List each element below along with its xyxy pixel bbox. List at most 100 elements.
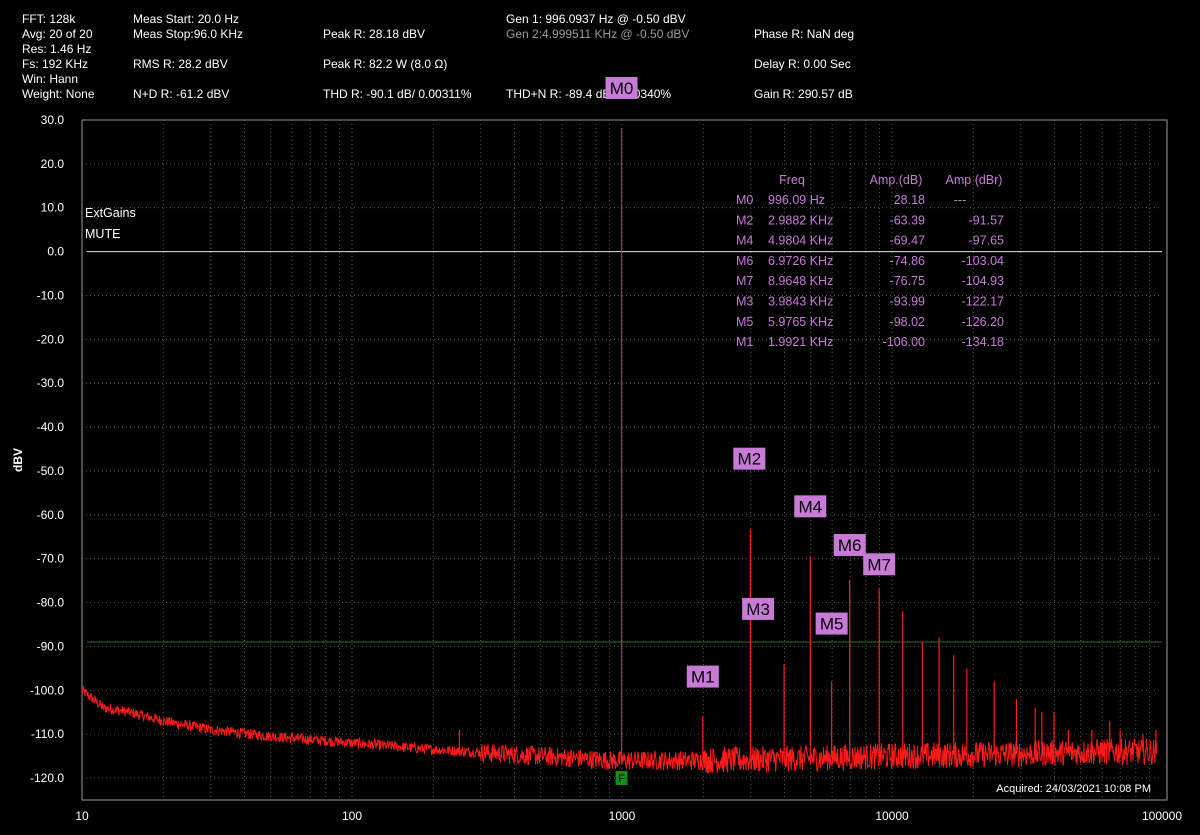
marker-table-amp-db: -76.75: [890, 274, 925, 288]
y-tick-label: -90.0: [37, 639, 65, 653]
marker-table-freq: 4.9804 KHz: [768, 234, 833, 248]
resolution: Res: 1.46 Hz: [22, 42, 92, 56]
ext-gains-label: ExtGains: [85, 206, 136, 220]
gain-readout: Gain R: 290.57 dB: [754, 87, 853, 101]
marker-table-name: M3: [736, 295, 753, 309]
marker-table-freq: 5.9765 KHz: [768, 315, 833, 329]
marker-table-name: M1: [736, 335, 753, 349]
marker-m0[interactable]: M0: [605, 77, 638, 99]
marker-box: [733, 447, 766, 470]
fft-size: FFT: 128k: [22, 12, 76, 26]
delay-readout: Delay R: 0.00 Sec: [754, 57, 851, 71]
marker-m1[interactable]: M1: [686, 665, 719, 688]
y-tick-label: 0.0: [47, 245, 64, 259]
marker-name: M4: [798, 497, 822, 516]
x-tick-label: 100000: [1142, 809, 1182, 823]
y-tick-label: -50.0: [37, 464, 65, 478]
peak-watts-readout: Peak R: 82.2 W (8.0 Ω): [323, 57, 448, 71]
y-tick-label: -60.0: [37, 508, 65, 522]
y-tick-label: 20.0: [41, 157, 65, 171]
y-tick-label: -10.0: [37, 288, 65, 302]
y-axis-label: dBV: [11, 448, 25, 472]
y-tick-label: 10.0: [41, 201, 65, 215]
marker-table-amp-dbr: -104.93: [962, 274, 1004, 288]
y-tick-label: -30.0: [37, 376, 65, 390]
y-tick-label: -80.0: [37, 596, 65, 610]
y-tick-labels: 30.0 20.0 10.0 0.0 -10.0 -20.0 -30.0 -40.0 -50.0…: [30, 113, 64, 785]
marker-table-name: M7: [736, 274, 753, 288]
marker-table-freq: 996.09 Hz: [768, 193, 825, 207]
noise-floor: [81, 686, 1158, 774]
avg-count: Avg: 20 of 20: [22, 27, 93, 41]
y-tick-label: 30.0: [41, 113, 65, 127]
marker-box: [742, 597, 775, 620]
peak-dbv-readout: Peak R: 28.18 dBV: [323, 27, 426, 41]
marker-table-amp-db: -63.39: [890, 213, 925, 227]
y-tick-label: -70.0: [37, 552, 65, 566]
meas-stop: Meas Stop:96.0 KHz: [133, 27, 244, 41]
marker-table-name: M4: [736, 234, 753, 248]
marker-m2[interactable]: M2: [733, 447, 766, 470]
generator-2: Gen 2:4.999511 KHz @ -0.50 dBV: [506, 27, 690, 41]
marker-name: M0: [610, 79, 634, 98]
marker-labels[interactable]: M0 M2 M4 M6 M7 M3 M5 M1: [605, 77, 896, 688]
x-tick-labels: 10 100 1000 10000 100000: [75, 809, 1182, 823]
marker-table-name: M0: [736, 193, 753, 207]
marker-table-amp-dbr: -97.65: [969, 234, 1004, 248]
marker-table-amp-db: -106.00: [883, 335, 925, 349]
marker-table-amp-dbr: -91.57: [969, 213, 1004, 227]
marker-name: M1: [691, 668, 715, 687]
rms-readout: RMS R: 28.2 dBV: [133, 57, 228, 71]
marker-table-amp-db: -69.47: [890, 234, 925, 248]
marker-table-amp-dbr: -122.17: [962, 295, 1004, 309]
marker-table-freq: 1.9921 KHz: [768, 335, 833, 349]
marker-m4[interactable]: M4: [794, 495, 827, 518]
marker-table-freq: 8.9648 KHz: [768, 274, 833, 288]
marker-table-name: M2: [736, 213, 753, 227]
acquired-timestamp: Acquired: 24/03/2021 10:08 PM: [996, 783, 1151, 795]
marker-box: [794, 495, 827, 518]
y-tick-label: -20.0: [37, 332, 65, 346]
marker-box: [815, 612, 848, 635]
marker-m6[interactable]: M6: [833, 533, 866, 556]
x-tick-label: 1000: [609, 809, 636, 823]
marker-m3[interactable]: M3: [742, 597, 775, 620]
marker-table-header: Amp (dBr): [946, 173, 1003, 187]
svg-text:F: F: [618, 773, 625, 785]
sample-rate: Fs: 192 KHz: [22, 57, 89, 71]
marker-table-amp-db: 28.18: [894, 193, 925, 207]
marker-table-amp-db: -93.99: [890, 295, 925, 309]
x-tick-label: 10000: [875, 809, 909, 823]
marker-table: Freq Amp.(dB) Amp (dBr) M0 996.09 Hz 28.18 ---…: [736, 173, 1004, 349]
marker-box: [605, 77, 638, 99]
y-tick-label: -110.0: [31, 727, 64, 741]
weighting: Weight: None: [22, 87, 95, 101]
marker-table-header: Freq: [779, 173, 805, 187]
marker-table-amp-dbr: -126.20: [962, 315, 1004, 329]
thd-readout: THD R: -90.1 dB/ 0.00311%: [323, 87, 472, 101]
noise-distortion-readout: N+D R: -61.2 dBV: [133, 87, 230, 101]
spectrum-trace: [81, 127, 1158, 774]
marker-table-amp-dbr: -103.04: [962, 254, 1004, 268]
marker-table-header: Amp.(dB): [870, 173, 923, 187]
marker-name: M5: [820, 615, 844, 634]
marker-table-amp-dbr: ---: [954, 193, 967, 207]
phase-readout: Phase R: NaN deg: [754, 27, 855, 41]
marker-table-freq: 2.9882 KHz: [768, 213, 833, 227]
marker-m7[interactable]: M7: [863, 553, 896, 576]
marker-table-name: M6: [736, 254, 753, 268]
marker-name: M3: [746, 600, 770, 619]
meas-start: Meas Start: 20.0 Hz: [133, 12, 240, 26]
x-tick-label: 10: [75, 809, 89, 823]
marker-table-amp-db: -98.02: [890, 315, 925, 329]
x-tick-label: 100: [342, 809, 362, 823]
marker-box: [833, 533, 866, 556]
plot-frame: [81, 119, 1168, 801]
window-type: Win: Hann: [22, 72, 79, 86]
marker-table-freq: 3.9843 KHz: [768, 295, 833, 309]
y-tick-label: -100.0: [30, 683, 64, 697]
marker-m5[interactable]: M5: [815, 612, 848, 635]
marker-table-amp-dbr: -134.18: [962, 335, 1004, 349]
marker-name: M6: [838, 536, 862, 555]
